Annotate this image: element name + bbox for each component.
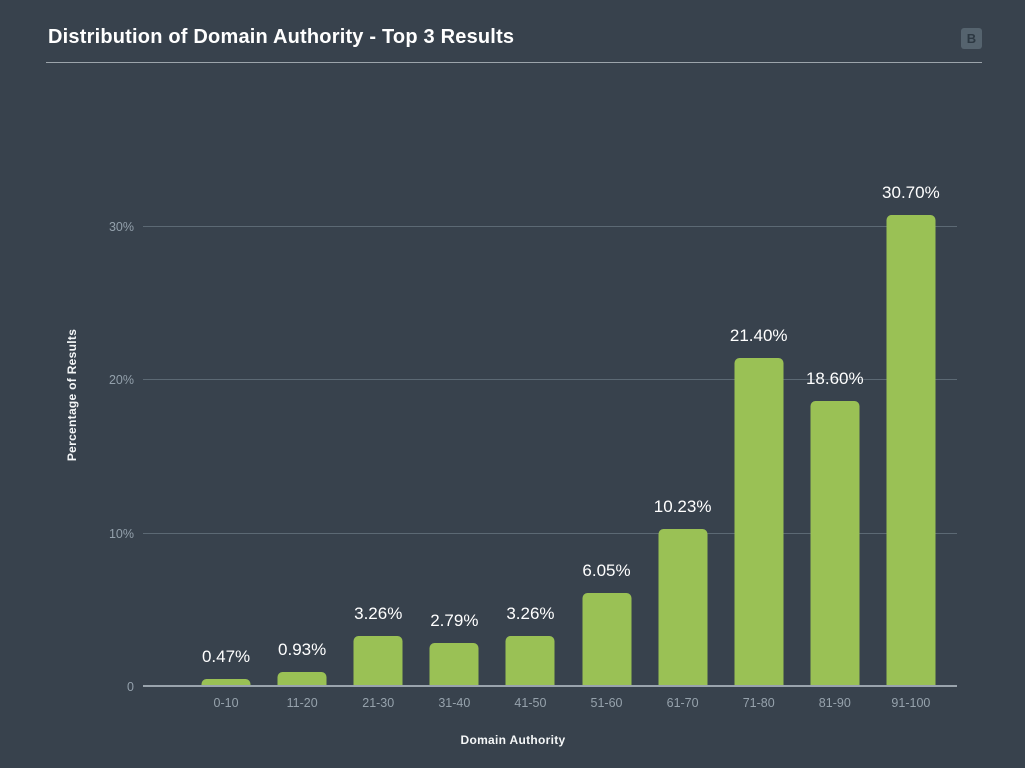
bar-51-60 [582, 593, 632, 686]
x-tick-label-51-60: 51-60 [590, 696, 623, 710]
bar-31-40 [429, 643, 479, 686]
chart-title: Distribution of Domain Authority - Top 3… [48, 26, 515, 48]
gridline-20% [143, 379, 957, 381]
brand-logo-icon: B [961, 28, 982, 49]
bar-61-70 [658, 529, 708, 686]
x-tick-label-81-90: 81-90 [818, 696, 851, 710]
x-axis-title: Domain Authority [460, 733, 566, 747]
value-label-11-20: 0.93% [278, 639, 327, 659]
x-tick-label-61-70: 61-70 [666, 696, 699, 710]
bar-column-31-40: 2.79% 31-40 [416, 226, 492, 710]
bar-71-80 [734, 357, 784, 686]
bar-column-51-60: 6.05% 51-60 [568, 226, 644, 710]
y-tick-label-20%: 20% [108, 373, 134, 388]
value-label-81-90: 18.60% [805, 368, 864, 388]
bar-11-20 [277, 671, 327, 686]
bars-container: 0.47% 0-10 0.93% 11-20 3.26% 21-30 2.79% 31-40 3… [188, 183, 949, 710]
value-label-91-100: 30.70% [882, 183, 940, 203]
value-label-21-30: 3.26% [354, 604, 403, 624]
bar-81-90 [810, 400, 860, 686]
bar-column-11-20: 0.93% 11-20 [264, 226, 340, 710]
value-label-31-40: 2.79% [430, 611, 479, 631]
bar-21-30 [353, 636, 403, 686]
y-tick-label-30%: 30% [108, 220, 134, 234]
x-tick-label-71-80: 71-80 [742, 696, 775, 710]
x-axis-line [143, 685, 957, 687]
bar-column-91-100: 30.70% 91-100 [873, 183, 949, 710]
bar-column-81-90: 18.60% 81-90 [797, 226, 873, 710]
brand-logo-letter: B [966, 31, 977, 46]
bar-column-71-80: 21.40% 71-80 [721, 226, 797, 710]
x-tick-label-21-30: 21-30 [362, 696, 395, 710]
bar-41-50 [505, 636, 555, 686]
x-tick-label-31-40: 31-40 [438, 696, 471, 710]
value-label-61-70: 10.23% [653, 497, 712, 517]
value-label-0-10: 0.47% [201, 646, 251, 666]
bar-column-21-30: 3.26% 21-30 [340, 226, 416, 710]
gridline-10% [143, 532, 957, 534]
title-divider [46, 62, 982, 63]
x-tick-label-41-50: 41-50 [514, 696, 547, 710]
plot-area: 0.47% 0-10 0.93% 11-20 3.26% 21-30 2.79% 31-40 3… [109, 183, 957, 710]
y-tick-label-0: 0 [127, 680, 134, 694]
bar-91-100 [886, 215, 936, 686]
bar-column-0-10: 0.47% 0-10 [188, 226, 264, 710]
x-tick-label-0-10: 0-10 [213, 696, 239, 710]
value-label-71-80: 21.40% [729, 325, 788, 345]
value-label-41-50: 3.26% [506, 604, 555, 624]
bar-column-41-50: 3.26% 41-50 [492, 226, 568, 710]
y-tick-label-10%: 10% [108, 526, 134, 541]
value-label-51-60: 6.05% [582, 561, 631, 581]
gridline-30% [143, 226, 957, 227]
bar-0-10 [201, 678, 251, 686]
bar-column-61-70: 10.23% 61-70 [645, 226, 721, 710]
x-tick-label-11-20: 11-20 [286, 696, 318, 710]
y-axis-title: Percentage of Results [65, 328, 79, 462]
x-tick-label-91-100: 91-100 [891, 696, 931, 710]
